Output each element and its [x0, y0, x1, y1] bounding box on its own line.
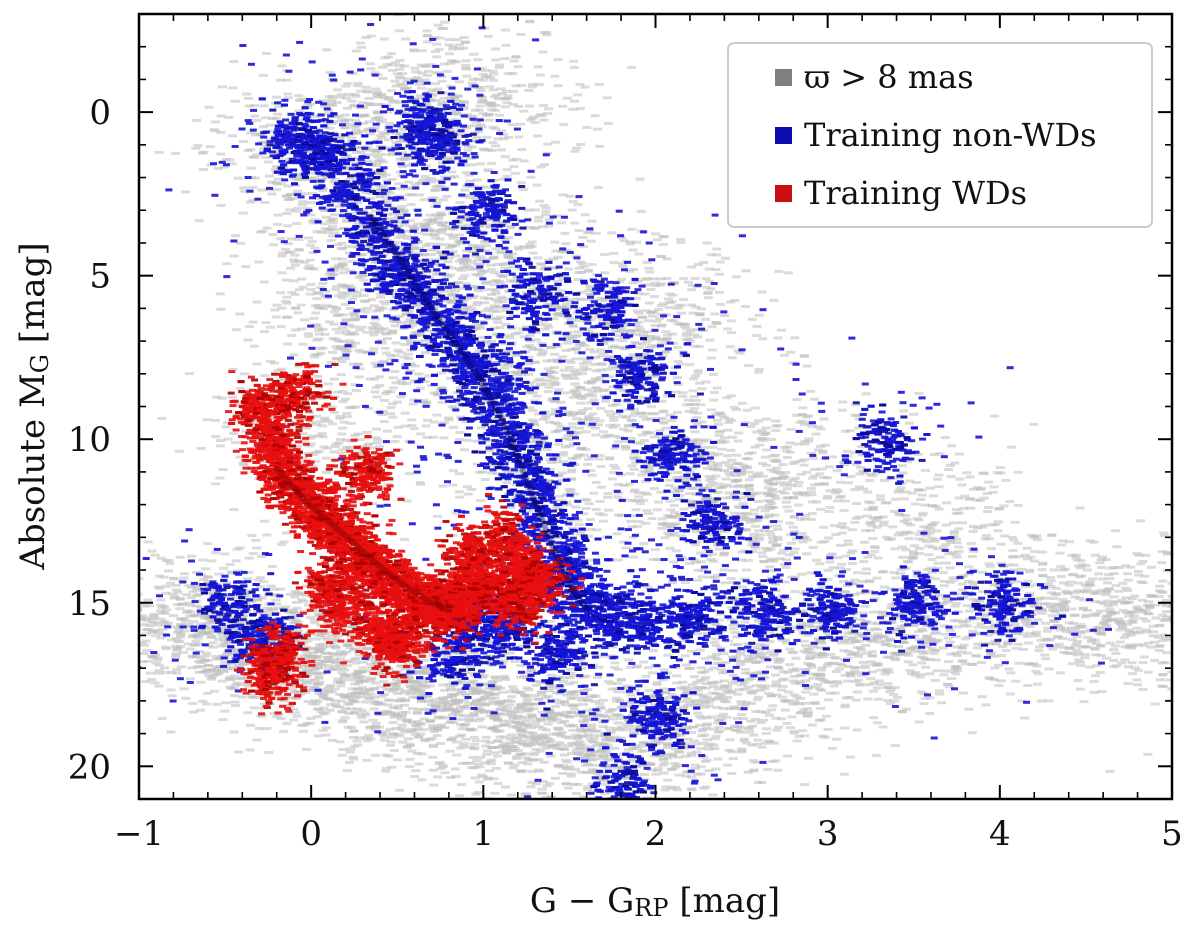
y-tick-label: 20 [68, 747, 111, 787]
axis-ticks [138, 13, 1173, 800]
x-tick-label: 5 [1161, 814, 1183, 854]
y-tick-label: 5 [89, 257, 111, 297]
y-tick-label: 0 [89, 93, 111, 133]
legend-label-non-wd: Training non-WDs [804, 116, 1097, 154]
density-ridge [273, 213, 590, 613]
x-tick-label: −1 [114, 814, 164, 854]
legend-swatch-parallax [775, 69, 792, 86]
x-tick-label: 4 [989, 814, 1011, 854]
axis-tick-labels: −1 0 1 2 3 4 5 0 5 10 15 20 [68, 93, 1183, 854]
x-tick-label: 0 [300, 814, 322, 854]
legend: ϖ > 8 mas Training non-WDs Training WDs [727, 42, 1153, 228]
non-wd-density-ridge [368, 213, 590, 613]
legend-label-parallax: ϖ > 8 mas [804, 58, 974, 96]
y-axis-title: Absolute MG [mag] [13, 242, 54, 570]
legend-box [727, 42, 1153, 228]
y-tick-label: 15 [68, 584, 111, 624]
x-tick-label: 3 [817, 814, 839, 854]
y-tick-label: 10 [68, 420, 111, 460]
legend-swatch-wd [775, 185, 792, 202]
legend-swatch-non-wd [775, 127, 792, 144]
wd-density-ridge [273, 465, 452, 613]
x-tick-label: 2 [645, 814, 667, 854]
legend-label-wd: Training WDs [804, 174, 1027, 212]
x-axis-title: G − GRP [mag] [530, 881, 780, 922]
x-tick-label: 1 [473, 814, 495, 854]
